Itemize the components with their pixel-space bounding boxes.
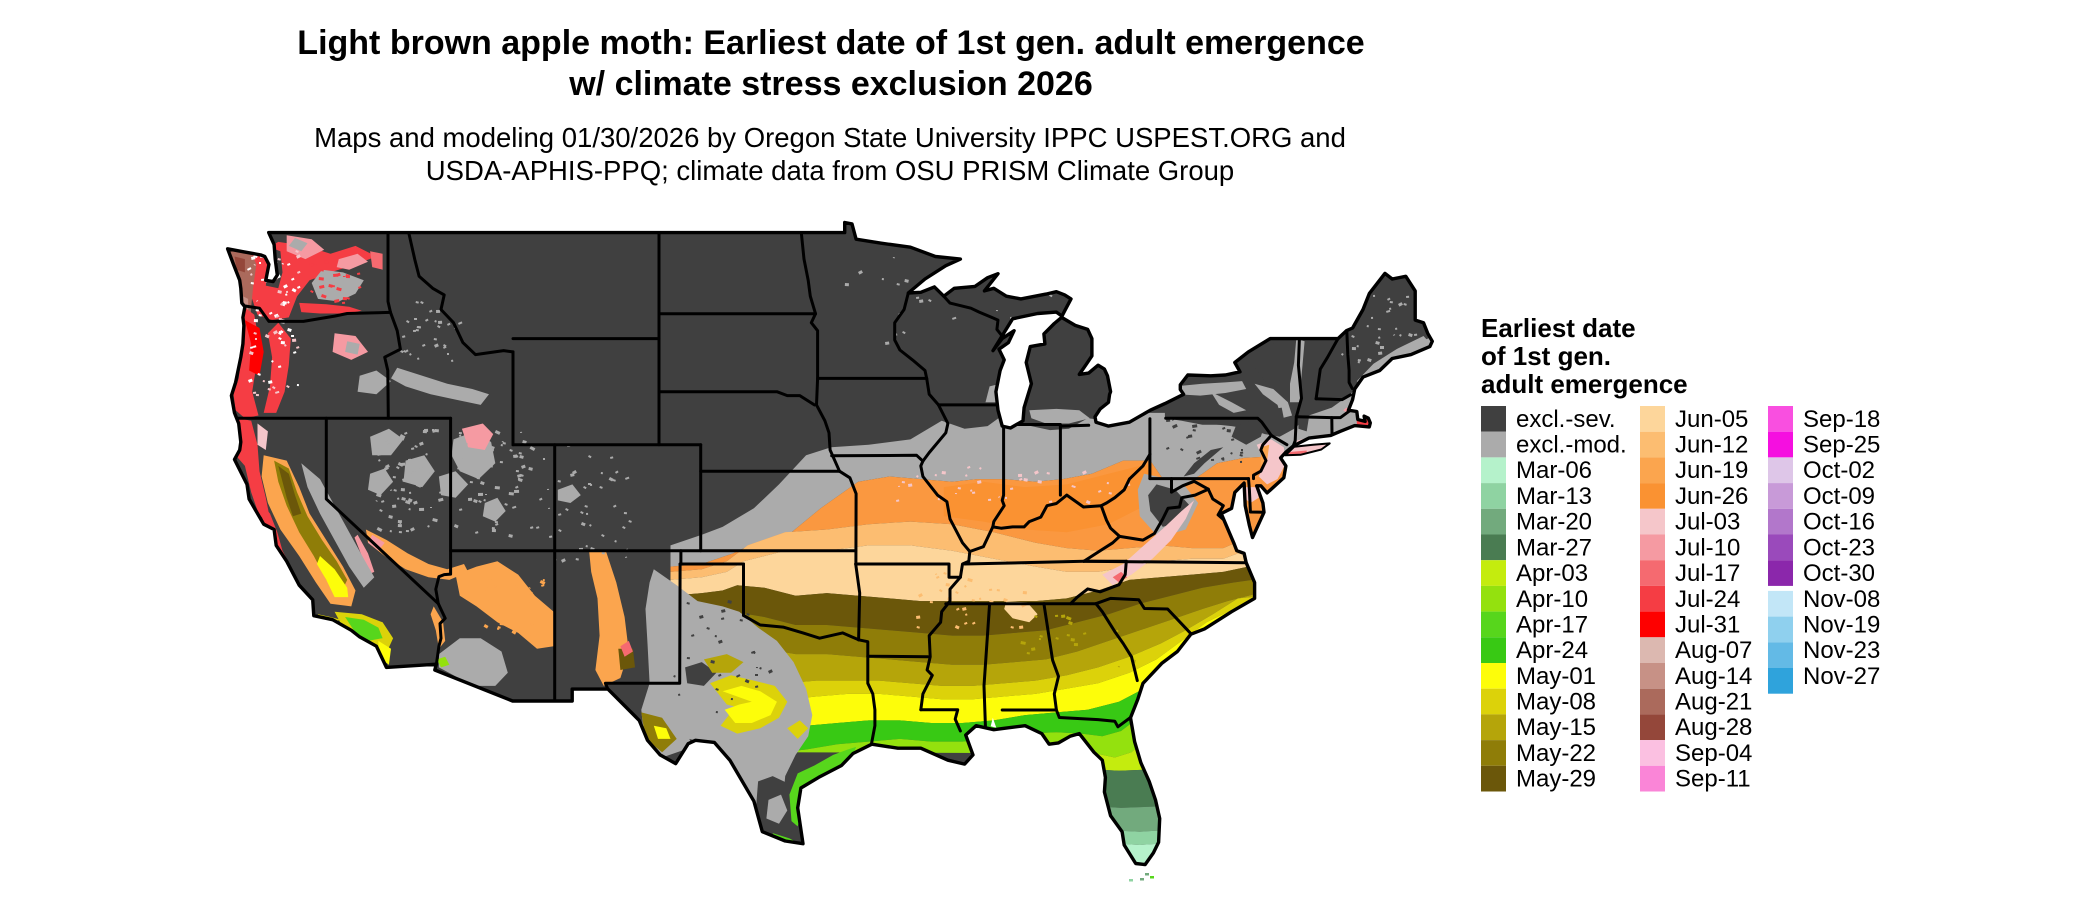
svg-text:Apr-03: Apr-03 bbox=[1516, 560, 1588, 587]
svg-text:Earliest date: Earliest date bbox=[1481, 313, 1636, 343]
svg-text:Aug-28: Aug-28 bbox=[1675, 714, 1752, 741]
svg-text:adult emergence: adult emergence bbox=[1481, 369, 1688, 399]
svg-text:Oct-02: Oct-02 bbox=[1803, 457, 1875, 484]
svg-text:Jul-03: Jul-03 bbox=[1675, 509, 1740, 536]
svg-text:May-29: May-29 bbox=[1516, 766, 1596, 793]
svg-text:Jun-26: Jun-26 bbox=[1675, 483, 1748, 510]
svg-text:Mar-06: Mar-06 bbox=[1516, 457, 1592, 484]
svg-text:May-01: May-01 bbox=[1516, 663, 1596, 690]
svg-text:Jul-24: Jul-24 bbox=[1675, 586, 1740, 613]
svg-text:Nov-23: Nov-23 bbox=[1803, 637, 1880, 664]
svg-text:Apr-24: Apr-24 bbox=[1516, 637, 1588, 664]
svg-text:May-08: May-08 bbox=[1516, 689, 1596, 716]
svg-text:Sep-04: Sep-04 bbox=[1675, 740, 1752, 767]
svg-text:Aug-21: Aug-21 bbox=[1675, 689, 1752, 716]
svg-text:May-22: May-22 bbox=[1516, 740, 1596, 767]
svg-text:Nov-08: Nov-08 bbox=[1803, 586, 1880, 613]
svg-text:w/ climate stress exclusion 20: w/ climate stress exclusion 2026 bbox=[568, 65, 1093, 103]
svg-text:Jul-17: Jul-17 bbox=[1675, 560, 1740, 587]
svg-text:Mar-20: Mar-20 bbox=[1516, 509, 1592, 536]
svg-text:Jun-19: Jun-19 bbox=[1675, 457, 1748, 484]
svg-text:Mar-13: Mar-13 bbox=[1516, 483, 1592, 510]
svg-text:Jul-31: Jul-31 bbox=[1675, 612, 1740, 639]
svg-text:Oct-09: Oct-09 bbox=[1803, 483, 1875, 510]
svg-text:Light brown apple moth: Earlie: Light brown apple moth: Earliest date of… bbox=[297, 24, 1364, 62]
svg-text:Sep-18: Sep-18 bbox=[1803, 406, 1880, 433]
svg-text:Sep-11: Sep-11 bbox=[1675, 766, 1751, 793]
svg-text:Sep-25: Sep-25 bbox=[1803, 432, 1880, 459]
svg-text:Oct-23: Oct-23 bbox=[1803, 534, 1875, 561]
svg-text:Jun-05: Jun-05 bbox=[1675, 406, 1748, 433]
svg-text:May-15: May-15 bbox=[1516, 714, 1596, 741]
svg-text:Apr-17: Apr-17 bbox=[1516, 612, 1588, 639]
svg-text:Apr-10: Apr-10 bbox=[1516, 586, 1588, 613]
svg-text:Oct-30: Oct-30 bbox=[1803, 560, 1875, 587]
svg-text:Oct-16: Oct-16 bbox=[1803, 509, 1875, 536]
svg-text:Nov-19: Nov-19 bbox=[1803, 612, 1880, 639]
svg-text:Jun-12: Jun-12 bbox=[1675, 432, 1748, 459]
svg-text:excl.-mod.: excl.-mod. bbox=[1516, 432, 1627, 459]
svg-text:Aug-07: Aug-07 bbox=[1675, 637, 1752, 664]
svg-text:Maps and modeling 01/30/2026 b: Maps and modeling 01/30/2026 by Oregon S… bbox=[314, 122, 1346, 153]
svg-text:Jul-10: Jul-10 bbox=[1675, 534, 1740, 561]
svg-text:Mar-27: Mar-27 bbox=[1516, 534, 1592, 561]
svg-text:of 1st gen.: of 1st gen. bbox=[1481, 341, 1611, 371]
svg-text:Nov-27: Nov-27 bbox=[1803, 663, 1880, 690]
svg-text:Aug-14: Aug-14 bbox=[1675, 663, 1752, 690]
svg-text:USDA-APHIS-PPQ; climate data f: USDA-APHIS-PPQ; climate data from OSU PR… bbox=[426, 155, 1234, 186]
svg-text:excl.-sev.: excl.-sev. bbox=[1516, 406, 1616, 433]
